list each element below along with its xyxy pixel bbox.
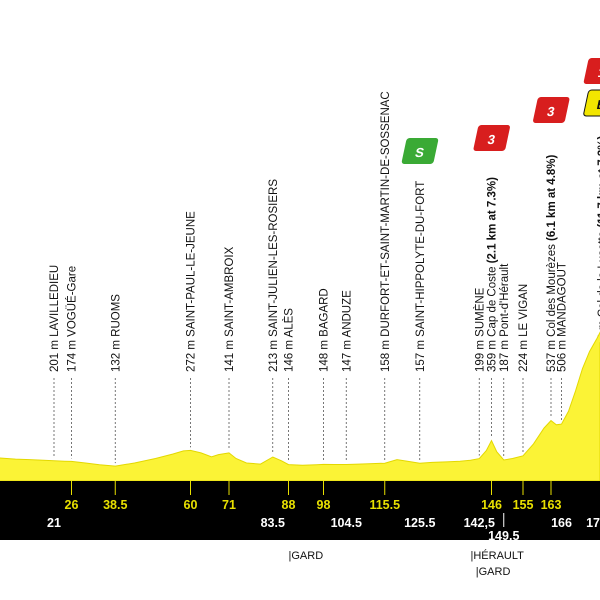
km-label-top: 60 [184, 498, 198, 512]
km-label-top: 26 [65, 498, 79, 512]
km-label-bottom: 166 [551, 516, 572, 530]
town-name: 187 m Pont-d'Hérault [499, 263, 511, 372]
town-label: 359 m Cap de Coste (2.1 km at 7.3%) [487, 177, 499, 372]
km-label-bottom2: 149.5 [488, 529, 519, 543]
town-label: 537 m Col des Mourèzes (6.1 km at 4.8%) [546, 154, 558, 372]
badges: S 3 3 1 B [401, 58, 600, 164]
town-name: 141 m SAINT-AMBROIX [224, 246, 236, 372]
km-label-bottom: 104.5 [331, 516, 362, 530]
km-label-bottom: 125.5 [404, 516, 435, 530]
town-name: 201 m LAVILLEDIEU [49, 265, 61, 372]
km-label-top: 115.5 [369, 498, 400, 512]
town-label: 213 m SAINT-JULIEN-LES-ROSIERS [268, 179, 280, 372]
km-label-top: 163 [541, 498, 562, 512]
badge-shape [401, 138, 439, 164]
badge-shape [583, 58, 600, 84]
distance-band-background [0, 481, 600, 540]
badge-text: 1 [596, 65, 600, 80]
town-name: 506 m MANDAGOUT [557, 262, 569, 372]
climb-badge: 1 [583, 58, 600, 84]
town-name: 199 m SUMÈNE [473, 287, 486, 372]
climb-badge: 3 [473, 125, 510, 151]
km-label-bottom: 21 [47, 516, 61, 530]
km-label-top: 71 [222, 498, 236, 512]
town-label: 148 m BAGARD [319, 288, 331, 372]
town-name: 224 m LE VIGAN [518, 284, 530, 372]
climb-detail: (6.1 km at 4.8%) [546, 154, 558, 240]
town-name: 148 m BAGARD [319, 288, 331, 372]
town-labels: 201 m LAVILLEDIEU 174 m VOGÜÉ-Gare 132 m R… [49, 91, 600, 464]
km-label-top: 98 [317, 498, 331, 512]
town-label: 272 m SAINT-PAUL-LE-JEUNE [186, 211, 198, 372]
elevation-profile [0, 331, 600, 482]
km-label-bottom: 83.5 [261, 516, 285, 530]
town-label: 146 m ALÈS [283, 308, 296, 372]
km-label-top: 38.5 [103, 498, 127, 512]
town-label: 187 m Pont-d'Hérault [499, 263, 511, 372]
distance-band: 2638.560718898115.5146155163182183.5104.… [0, 481, 600, 543]
town-label: 147 m ANDUZE [341, 290, 353, 372]
town-name: 158 m DURFORT-ET-SAINT-MARTIN-DE-SOSSENA… [380, 91, 392, 372]
km-label-top: 146 [481, 498, 502, 512]
town-name: 213 m SAINT-JULIEN-LES-ROSIERS [268, 179, 280, 372]
town-label: 141 m SAINT-AMBROIX [224, 246, 236, 372]
region-label: |HÉRAULT [471, 549, 525, 562]
town-label: 199 m SUMÈNE [473, 287, 486, 372]
town-name: 359 m Cap de Coste [487, 263, 499, 372]
km-label-top: 155 [513, 498, 534, 512]
town-name: 147 m ANDUZE [341, 290, 353, 372]
town-label: 132 m RUOMS [110, 294, 122, 372]
badge-text: S [414, 145, 426, 160]
town-name: 157 m SAINT-HIPPOLYTE-DU-FORT [415, 181, 427, 372]
badge-shape [473, 125, 510, 151]
profile-area [0, 331, 600, 482]
sprint-badge: S [401, 138, 439, 164]
town-name: 272 m SAINT-PAUL-LE-JEUNE [186, 211, 198, 372]
town-label: 506 m MANDAGOUT [557, 262, 569, 372]
town-label: 157 m SAINT-HIPPOLYTE-DU-FORT [415, 181, 427, 372]
climb-detail: (2.1 km at 7.3%) [487, 177, 499, 263]
town-label: 174 m VOGÜÉ-Gare [66, 266, 79, 372]
town-label: 201 m LAVILLEDIEU [49, 265, 61, 372]
town-label: 1 351 m Col de la Lusette (11.7 km at 7.… [597, 136, 600, 362]
badge-text: 3 [486, 132, 496, 147]
km-label-bottom: 142,5 [464, 516, 495, 530]
bonus-badge: B [583, 89, 600, 117]
town-label: 158 m DURFORT-ET-SAINT-MARTIN-DE-SOSSENA… [380, 91, 392, 372]
km-label-top: 88 [282, 498, 296, 512]
town-name: 1 351 m Col de la Lusette [597, 228, 600, 362]
town-name: 537 m Col des Mourèzes [546, 241, 558, 372]
badge-shape [533, 97, 570, 123]
km-label-bottom: 177.5 [586, 516, 600, 530]
climb-detail: (11.7 km at 7.3%) [597, 136, 600, 228]
region-labels: |GARD |HÉRAULT |GARD [289, 549, 525, 578]
town-label: 224 m LE VIGAN [518, 284, 530, 372]
region-label: |GARD [476, 566, 511, 578]
town-name: 146 m ALÈS [283, 308, 296, 372]
region-label: |GARD [289, 550, 324, 562]
town-name: 132 m RUOMS [110, 294, 122, 372]
badge-text: B [595, 97, 600, 112]
badge-shape [583, 89, 600, 117]
badge-text: 3 [546, 104, 556, 119]
climb-badge: 3 [533, 97, 570, 123]
town-name: 174 m VOGÜÉ-Gare [66, 266, 79, 372]
